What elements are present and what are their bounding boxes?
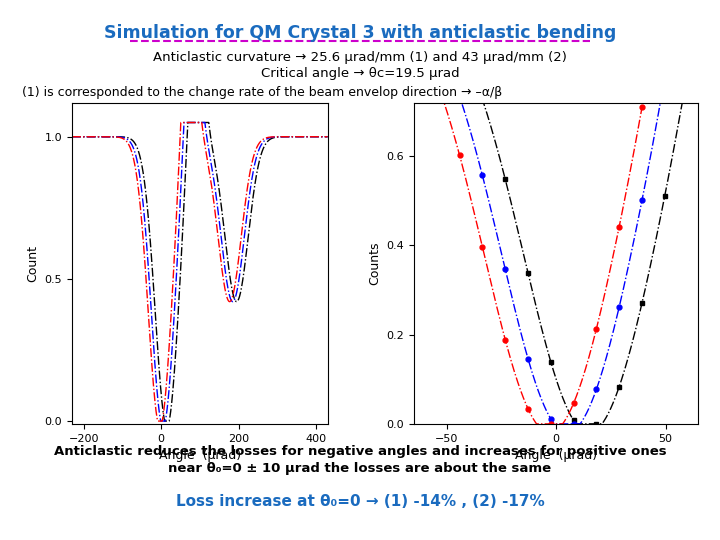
Text: Anticlastic curvature → 25.6 μrad/mm (1) and 43 μrad/mm (2): Anticlastic curvature → 25.6 μrad/mm (1)… [153,51,567,64]
Y-axis label: Counts: Counts [368,241,381,285]
X-axis label: Angle  (μrad): Angle (μrad) [515,449,598,462]
Text: (1) is corresponded to the change rate of the beam envelop direction → –α/β: (1) is corresponded to the change rate o… [22,86,502,99]
Text: Simulation for QM Crystal 3 with anticlastic bending: Simulation for QM Crystal 3 with anticla… [104,24,616,42]
Text: Critical angle → θc=19.5 μrad: Critical angle → θc=19.5 μrad [261,68,459,80]
Text: Loss increase at θ₀=0 → (1) -14% , (2) -17%: Loss increase at θ₀=0 → (1) -14% , (2) -… [176,494,544,509]
Text: near θ₀=0 ± 10 μrad the losses are about the same: near θ₀=0 ± 10 μrad the losses are about… [168,462,552,475]
Text: Anticlastic reduces the losses for negative angles and increases for positive on: Anticlastic reduces the losses for negat… [54,446,666,458]
Y-axis label: Count: Count [26,245,39,282]
X-axis label: Angle  (μrad): Angle (μrad) [158,449,241,462]
